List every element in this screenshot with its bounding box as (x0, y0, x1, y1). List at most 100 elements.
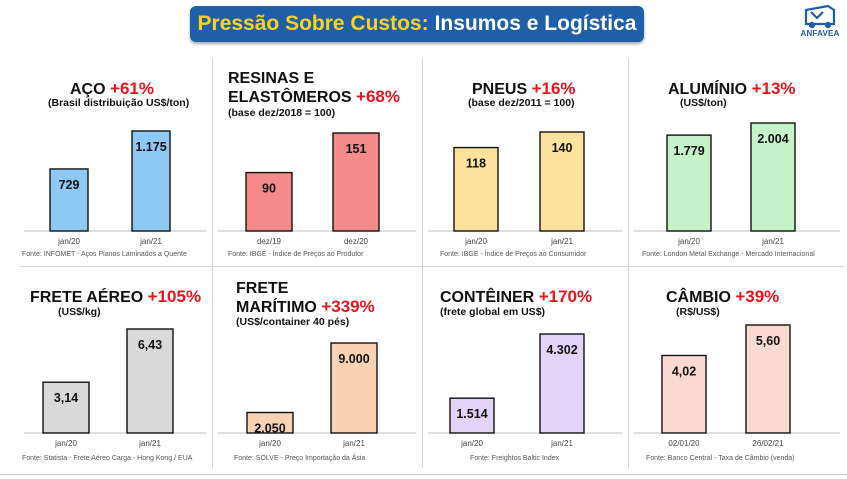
bar-value-label: 9.000 (338, 352, 369, 366)
chart-source: Fonte: IBGE - Índice de Preços ao Produt… (228, 251, 364, 258)
chart-heading: FRETE MARÍTIMO +339% (236, 280, 375, 317)
bar-value-label: 4,02 (672, 364, 696, 378)
bar-value-label: 2.050 (254, 422, 285, 436)
chart-panel-aco: AÇO +61% (Brasil distribuição US$/ton) 7… (20, 68, 210, 263)
bar-value-label: 1.514 (456, 407, 487, 421)
bar (661, 354, 707, 434)
chart-change: +105% (147, 287, 202, 306)
row-divider (20, 266, 844, 267)
bar (49, 168, 89, 232)
bar-chart: 4,02 02/01/20 5,60 26/02/21 (634, 324, 840, 448)
bar-value-label: 90 (262, 182, 276, 196)
footer-line (0, 474, 847, 475)
x-tick-label: jan/21 (761, 237, 784, 246)
chart-source: Fonte: London Metal Exchange - Mercado I… (642, 251, 815, 258)
chart-change: +339% (321, 297, 375, 316)
chart-unit: (US$/kg) (58, 306, 101, 318)
bar (750, 122, 796, 232)
x-tick-label: jan/20 (57, 237, 80, 246)
bar-value-label: 1.175 (135, 140, 166, 154)
bar (745, 324, 791, 434)
chart-source: Fonte: INFOMET - Aços Planos Laminados a… (22, 251, 187, 258)
chart-title: FRETE AÉREO (30, 289, 144, 306)
chart-source: Fonte: IBGE - Índice de Preços ao Consum… (440, 251, 587, 258)
bar-chart: 118 jan/20 140 jan/21 (428, 131, 622, 246)
chart-title: CÂMBIO (666, 289, 731, 306)
bar-value-label: 3,14 (54, 391, 78, 405)
bar-value-label: 5,60 (756, 334, 780, 348)
chart-panel-conteiner: CONTÊINER +170% (frete global em US$) 1.… (424, 278, 626, 473)
chart-unit: (frete global em US$) (440, 306, 546, 318)
page-title-banner: Pressão Sobre Custos: Insumos e Logístic… (190, 6, 644, 42)
panel-divider (422, 58, 423, 468)
x-tick-label: jan/21 (550, 439, 573, 448)
chart-heading: RESINAS E ELASTÔMEROS +68% (228, 70, 400, 107)
bar-value-label: 4.302 (546, 343, 577, 357)
x-tick-label: 02/01/20 (668, 439, 700, 448)
chart-heading: CONTÊINER +170% (440, 288, 592, 307)
anfavea-truck-icon (804, 4, 836, 29)
bar-value-label: 1.779 (673, 144, 704, 158)
x-tick-label: jan/21 (139, 237, 162, 246)
x-tick-label: 26/02/21 (752, 439, 784, 448)
bar-value-label: 140 (552, 141, 573, 155)
bar-chart: 90 dez/19 151 dez/20 (218, 132, 416, 246)
x-tick-label: jan/20 (460, 439, 483, 448)
bar-chart: 2.050 jan/20 9.000 jan/21 (218, 342, 416, 448)
x-tick-label: jan/20 (54, 439, 77, 448)
bar-chart: 3,14 jan/20 6,43 jan/21 (24, 328, 206, 448)
x-tick-label: jan/20 (677, 237, 700, 246)
chart-change: +170% (538, 287, 593, 306)
chart-unit: (US$/container 40 pés) (236, 316, 350, 328)
bar-value-label: 151 (346, 142, 367, 156)
chart-unit: (Brasil distribuição US$/ton) (48, 97, 190, 109)
chart-panel-pneus: PNEUS +16% (base dez/2011 = 100) 118 jan/… (424, 68, 626, 263)
chart-heading: ALUMÍNIO +13% (668, 80, 796, 99)
chart-panel-frete-aereo: FRETE AÉREO +105% (US$/kg) 3,14 jan/20 6,4… (20, 278, 210, 473)
bar (666, 134, 712, 232)
bar-chart: 729 jan/20 1.175 jan/21 (24, 130, 206, 246)
chart-source: Fonte: SOLVE - Preço Importação da Ásia (234, 455, 366, 462)
chart-change: +16% (531, 79, 576, 98)
bar (245, 171, 293, 232)
x-tick-label: jan/21 (138, 439, 161, 448)
chart-source: Fonte: Freightos Baltic Index (470, 455, 560, 462)
bar-value-label: 729 (59, 178, 80, 192)
bar (246, 411, 294, 434)
anfavea-logo: ANFAVEA (798, 4, 842, 44)
chart-title-line1: RESINAS E (228, 70, 315, 87)
chart-unit: (base dez/2018 = 100) (228, 107, 336, 119)
bar (42, 381, 90, 434)
x-tick-label: jan/20 (464, 237, 487, 246)
x-tick-label: jan/20 (258, 439, 281, 448)
bar (131, 130, 171, 232)
chart-panel-resinas: RESINAS E ELASTÔMEROS +68% (base dez/201… (214, 68, 420, 263)
logo-text: ANFAVEA (800, 29, 840, 38)
chart-heading: CÂMBIO +39% (666, 288, 779, 307)
x-tick-label: jan/21 (550, 237, 573, 246)
chart-panel-frete-maritimo: FRETE MARÍTIMO +339% (US$/container 40 p… (214, 278, 420, 473)
bar-value-label: 2.004 (757, 132, 788, 146)
chart-title: PNEUS (472, 81, 528, 98)
chart-change: +61% (110, 79, 154, 98)
bar-chart: 1.514 jan/20 4.302 jan/21 (428, 333, 622, 448)
chart-change: +68% (356, 87, 400, 106)
chart-heading: AÇO +61% (70, 80, 154, 99)
chart-source: Fonte: Statista - Frete Aéreo Carga - Ho… (22, 455, 193, 462)
page-title-highlight: Pressão Sobre Custos: (197, 12, 429, 35)
panel-divider (212, 58, 213, 468)
chart-title: ALUMÍNIO (668, 81, 748, 98)
x-tick-label: dez/19 (257, 237, 282, 246)
chart-heading: PNEUS +16% (472, 80, 576, 99)
bar (332, 132, 380, 232)
bar-chart: 1.779 jan/20 2.004 jan/21 (634, 122, 840, 246)
chart-panel-aluminio: ALUMÍNIO +13% (US$/ton) 1.779 jan/20 2.004… (630, 68, 844, 263)
bar-value-label: 118 (466, 157, 486, 171)
chart-change: +13% (751, 79, 796, 98)
chart-heading: FRETE AÉREO +105% (30, 288, 201, 307)
panel-divider (628, 58, 629, 468)
x-tick-label: dez/20 (344, 237, 369, 246)
bar (126, 328, 174, 434)
chart-title-line2: ELASTÔMEROS (228, 89, 352, 106)
chart-unit: (US$/ton) (680, 97, 727, 109)
